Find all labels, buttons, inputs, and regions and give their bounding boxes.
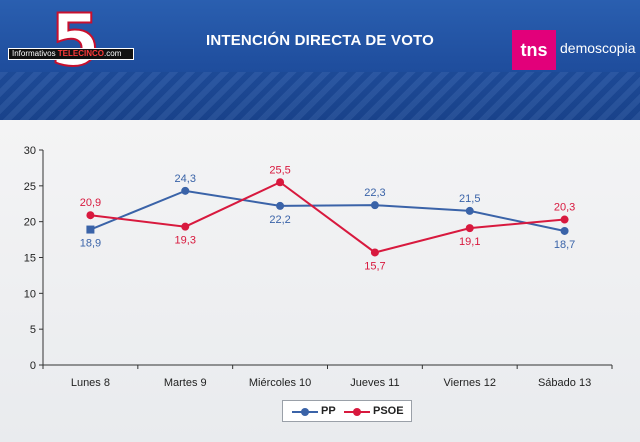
chart-area xyxy=(0,120,640,442)
x-tick-label: Jueves 11 xyxy=(350,377,399,389)
logo-five: 5 xyxy=(49,0,101,82)
x-tick-label: Martes 9 xyxy=(164,377,207,389)
tns-demoscopia-logo: tns demoscopia xyxy=(512,30,636,70)
tns-box: tns xyxy=(512,30,556,70)
point-pp xyxy=(86,225,95,234)
header-stripes xyxy=(0,72,640,120)
y-tick-label: 15 xyxy=(24,253,36,265)
point-psoe xyxy=(465,224,474,233)
point-pp xyxy=(276,201,285,210)
data-label-pp: 22,2 xyxy=(269,214,290,226)
logo-text-pre: Informativos xyxy=(12,49,58,58)
chart-legend: PP PSOE xyxy=(282,400,412,422)
logo-text-post: .com xyxy=(104,49,122,58)
point-psoe xyxy=(370,248,379,257)
data-label-pp: 21,5 xyxy=(459,193,480,205)
y-tick-label: 30 xyxy=(24,145,36,157)
point-pp xyxy=(560,226,569,235)
data-label-pp: 24,3 xyxy=(175,173,196,185)
data-label-psoe: 19,1 xyxy=(459,236,480,248)
point-pp xyxy=(181,186,190,195)
point-psoe xyxy=(276,178,285,187)
telecinco-logo: 5 Informativos TELECINCO.com xyxy=(8,3,134,77)
data-label-pp: 18,7 xyxy=(554,239,575,251)
logo-text-bar: Informativos TELECINCO.com xyxy=(8,48,134,60)
series-line-psoe xyxy=(90,181,565,254)
x-tick-label: Viernes 12 xyxy=(444,377,496,389)
point-psoe xyxy=(181,222,190,231)
data-label-psoe: 15,7 xyxy=(364,260,385,272)
x-tick-label: Miércoles 10 xyxy=(249,377,311,389)
data-label-psoe: 25,5 xyxy=(269,164,290,176)
legend-swatch-pp xyxy=(292,408,318,416)
data-label-pp: 22,3 xyxy=(364,187,385,199)
legend-label-pp: PP xyxy=(321,405,336,417)
y-tick-label: 10 xyxy=(24,288,36,300)
data-label-pp: 18,9 xyxy=(80,238,101,250)
y-tick-label: 20 xyxy=(24,217,36,229)
tns-text: demoscopia xyxy=(560,40,636,56)
page-title: INTENCIÓN DIRECTA DE VOTO xyxy=(205,32,435,49)
x-tick-label: Sábado 13 xyxy=(538,377,591,389)
point-psoe xyxy=(560,215,569,224)
legend-swatch-psoe xyxy=(344,408,370,416)
y-tick-label: 25 xyxy=(24,181,36,193)
legend-label-psoe: PSOE xyxy=(373,405,404,417)
series-line-pp xyxy=(90,189,565,232)
point-psoe xyxy=(86,211,95,220)
data-label-psoe: 20,9 xyxy=(80,197,101,209)
point-pp xyxy=(465,206,474,215)
header-banner: 5 Informativos TELECINCO.com INTENCIÓN D… xyxy=(0,0,640,120)
y-tick-label: 5 xyxy=(30,324,36,336)
point-pp xyxy=(370,201,379,210)
data-label-psoe: 19,3 xyxy=(175,235,196,247)
x-tick-label: Lunes 8 xyxy=(71,377,110,389)
data-label-psoe: 20,3 xyxy=(554,202,575,214)
y-tick-label: 0 xyxy=(30,360,36,372)
logo-text-brand: TELECINCO xyxy=(57,49,105,58)
